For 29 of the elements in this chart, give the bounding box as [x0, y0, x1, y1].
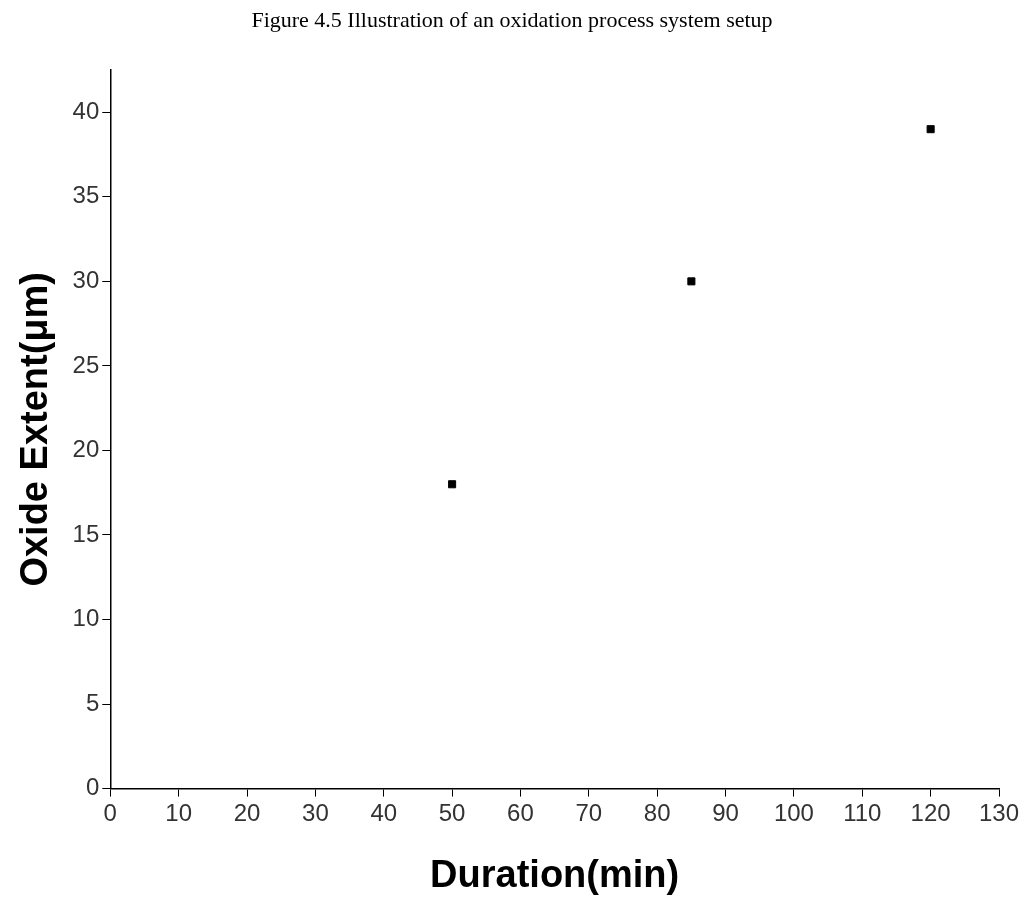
- y-tick-label: 30: [72, 265, 100, 293]
- x-tick-label: 20: [233, 798, 261, 826]
- x-tick-label: 0: [103, 798, 117, 826]
- x-tick-label: 70: [575, 798, 603, 826]
- caption: Figure 4.5 Illustration of an oxidation process system setup: [250, 6, 774, 34]
- x-tick-label: 90: [712, 798, 739, 826]
- x-tick-label: 40: [370, 798, 398, 826]
- x-tick-label: 60: [507, 798, 534, 826]
- x-tick-label: 10: [165, 798, 193, 826]
- x-tick-label: 50: [438, 798, 466, 826]
- point: [687, 277, 696, 286]
- y-tick-label: 0: [85, 773, 100, 801]
- x-tick-label: 30: [302, 798, 329, 826]
- y-tick-label: 15: [72, 519, 100, 547]
- x-tick-label: 100: [773, 798, 814, 826]
- x-tick-label: 120: [910, 798, 951, 826]
- x-tick-label: 130: [978, 798, 1020, 826]
- x-axis-title: Duration(min): [430, 852, 680, 895]
- y-tick-label: 40: [72, 96, 100, 124]
- point: [448, 480, 457, 489]
- y-axis-title: Oxide Extent(μm): [13, 271, 56, 587]
- y-tick-label: 20: [72, 435, 100, 463]
- point: [926, 125, 935, 134]
- x-tick-label: 110: [843, 798, 882, 826]
- y-tick-label: 25: [72, 350, 100, 378]
- y-tick-label: 5: [85, 688, 100, 716]
- y-tick-label: 10: [72, 604, 100, 632]
- y-tick-label: 35: [72, 181, 100, 209]
- x-tick-label: 80: [643, 798, 671, 826]
